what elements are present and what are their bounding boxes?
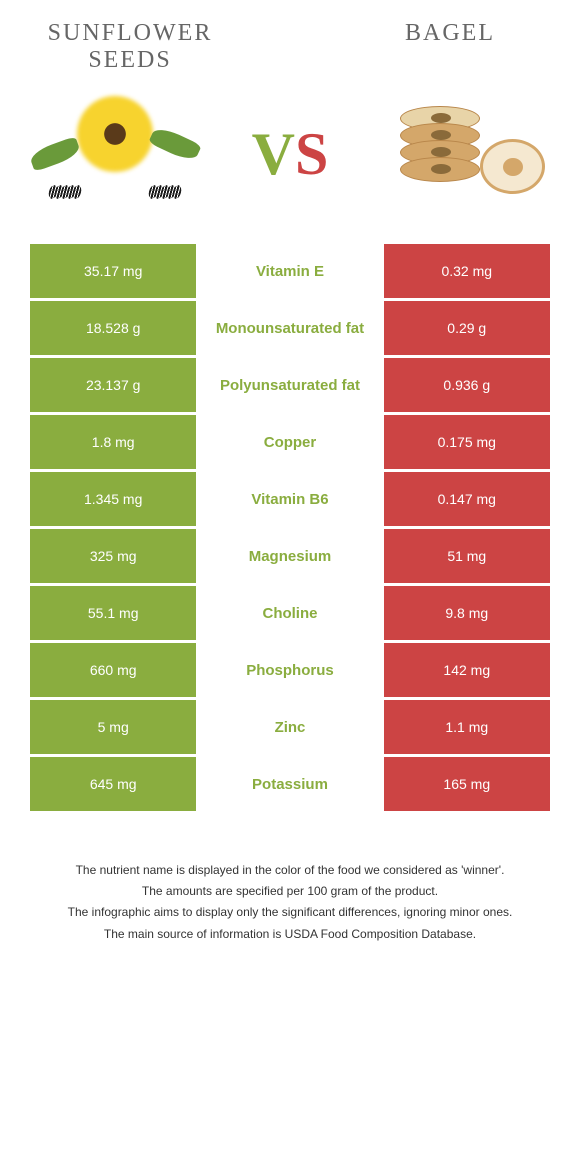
left-value: 325 mg — [30, 529, 196, 583]
nutrient-name: Magnesium — [196, 529, 383, 583]
right-value: 1.1 mg — [384, 700, 550, 754]
right-value: 0.175 mg — [384, 415, 550, 469]
right-value: 9.8 mg — [384, 586, 550, 640]
nutrient-row: 325 mgMagnesium51 mg — [30, 529, 550, 583]
left-food-image — [30, 94, 200, 214]
nutrient-name: Vitamin E — [196, 244, 383, 298]
footnote-line: The infographic aims to display only the… — [36, 903, 544, 922]
nutrient-name: Polyunsaturated fat — [196, 358, 383, 412]
right-value: 0.147 mg — [384, 472, 550, 526]
nutrient-table: 35.17 mgVitamin E0.32 mg18.528 gMonounsa… — [30, 244, 550, 811]
nutrient-name: Monounsaturated fat — [196, 301, 383, 355]
footnote-line: The nutrient name is displayed in the co… — [36, 861, 544, 880]
nutrient-row: 18.528 gMonounsaturated fat0.29 g — [30, 301, 550, 355]
nutrient-name: Choline — [196, 586, 383, 640]
left-value: 645 mg — [30, 757, 196, 811]
vs-s: S — [295, 121, 328, 187]
nutrient-row: 23.137 gPolyunsaturated fat0.936 g — [30, 358, 550, 412]
infographic-container: SUNFLOWER SEEDS BAGEL VS — [0, 0, 580, 966]
footnote-line: The amounts are specified per 100 gram o… — [36, 882, 544, 901]
nutrient-row: 660 mgPhosphorus142 mg — [30, 643, 550, 697]
left-value: 1.8 mg — [30, 415, 196, 469]
right-value: 51 mg — [384, 529, 550, 583]
nutrient-row: 35.17 mgVitamin E0.32 mg — [30, 244, 550, 298]
footnotes: The nutrient name is displayed in the co… — [30, 861, 550, 944]
right-food-title: BAGEL — [350, 20, 550, 74]
header-row: SUNFLOWER SEEDS BAGEL — [30, 20, 550, 74]
nutrient-row: 55.1 mgCholine9.8 mg — [30, 586, 550, 640]
left-value: 18.528 g — [30, 301, 196, 355]
vs-v: V — [252, 121, 295, 187]
left-value: 1.345 mg — [30, 472, 196, 526]
left-value: 23.137 g — [30, 358, 196, 412]
left-value: 35.17 mg — [30, 244, 196, 298]
nutrient-name: Potassium — [196, 757, 383, 811]
right-food-image — [380, 94, 550, 214]
nutrient-name: Zinc — [196, 700, 383, 754]
left-value: 55.1 mg — [30, 586, 196, 640]
nutrient-name: Vitamin B6 — [196, 472, 383, 526]
nutrient-row: 1.345 mgVitamin B60.147 mg — [30, 472, 550, 526]
images-row: VS — [30, 94, 550, 214]
right-value: 0.32 mg — [384, 244, 550, 298]
left-value: 5 mg — [30, 700, 196, 754]
left-food-title: SUNFLOWER SEEDS — [30, 20, 230, 74]
bagel-icon — [380, 94, 550, 214]
nutrient-name: Copper — [196, 415, 383, 469]
nutrient-row: 645 mgPotassium165 mg — [30, 757, 550, 811]
nutrient-row: 1.8 mgCopper0.175 mg — [30, 415, 550, 469]
right-value: 142 mg — [384, 643, 550, 697]
right-value: 0.936 g — [384, 358, 550, 412]
sunflower-icon — [30, 94, 200, 214]
nutrient-name: Phosphorus — [196, 643, 383, 697]
vs-label: VS — [252, 120, 329, 189]
left-value: 660 mg — [30, 643, 196, 697]
nutrient-row: 5 mgZinc1.1 mg — [30, 700, 550, 754]
footnote-line: The main source of information is USDA F… — [36, 925, 544, 944]
right-value: 0.29 g — [384, 301, 550, 355]
right-value: 165 mg — [384, 757, 550, 811]
